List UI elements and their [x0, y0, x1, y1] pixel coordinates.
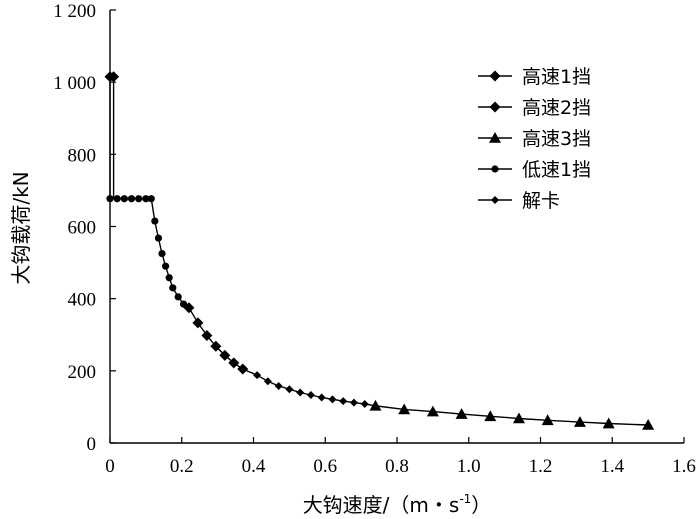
y-tick-label: 800: [68, 145, 97, 166]
data-point-small-diamond: [285, 385, 294, 394]
y-tick-label: 200: [68, 362, 97, 383]
legend-item: 高速3挡: [478, 128, 591, 150]
series-markers-group: [104, 71, 655, 430]
y-tick-label: 1 200: [53, 1, 96, 22]
x-tick-label: 1.2: [529, 456, 553, 477]
data-point-circle: [162, 262, 170, 270]
legend-item: 解卡: [478, 190, 560, 212]
data-point-triangle: [541, 414, 554, 426]
x-tick-label: 1.6: [672, 456, 696, 477]
data-point-circle: [135, 195, 143, 203]
data-point-triangle: [369, 399, 382, 411]
data-point-circle: [179, 300, 188, 308]
data-point-circle: [154, 234, 163, 242]
y-tick-label: 1 000: [53, 73, 96, 94]
data-point-circle: [113, 195, 121, 203]
legend-label: 解卡: [522, 190, 560, 212]
x-tick-label: 0: [105, 456, 115, 477]
legend-marker-triangle: [489, 132, 501, 143]
data-point-triangle: [484, 410, 497, 422]
data-point-triangle: [455, 408, 468, 419]
legend-label: 低速1挡: [522, 159, 591, 181]
data-point-circle: [147, 195, 155, 203]
axes-group: [109, 10, 684, 444]
x-axis-title-superscript: -1: [459, 492, 471, 506]
legend-marker-small-diamond: [491, 196, 499, 204]
data-point-diamond: [192, 317, 204, 329]
data-point-small-diamond: [360, 400, 369, 409]
data-point-triangle: [512, 412, 525, 424]
data-point-triangle: [573, 416, 586, 427]
data-point-triangle: [398, 403, 411, 415]
legend-item: 高速2挡: [478, 97, 591, 119]
data-point-circle: [174, 293, 182, 301]
data-point-diamond: [237, 363, 249, 375]
x-tick-label: 0.6: [313, 456, 337, 477]
data-point-circle: [165, 274, 173, 282]
data-point-diamond: [108, 71, 120, 83]
data-point-triangle: [642, 418, 655, 430]
x-tick-label: 0.2: [170, 456, 194, 477]
x-tick-label: 0.4: [242, 456, 266, 477]
x-axis-title-main: 大钩速度/（m・s: [303, 493, 460, 517]
y-axis-title: 大钩载荷/kN: [9, 171, 33, 284]
data-point-small-diamond: [263, 377, 272, 386]
legend-item: 高速1挡: [478, 66, 591, 88]
legend-marker-circle: [491, 165, 499, 173]
legend-label: 高速3挡: [522, 128, 591, 150]
x-tick-label: 1.4: [600, 456, 624, 477]
data-point-circle: [142, 195, 150, 203]
x-axis-title: 大钩速度/（m・s-1）: [303, 492, 492, 517]
y-tick-label: 600: [68, 218, 97, 239]
data-point-diamond: [210, 340, 222, 352]
legend-label: 高速2挡: [522, 97, 591, 119]
data-point-triangle: [602, 417, 615, 429]
x-axis-title-close: ）: [471, 493, 491, 517]
legend-marker-diamond: [489, 70, 501, 82]
data-point-circle: [158, 249, 166, 258]
data-point-small-diamond: [317, 393, 326, 402]
data-point-diamond: [219, 349, 231, 361]
data-point-circle: [169, 284, 177, 292]
data-point-small-diamond: [306, 391, 315, 400]
data-point-small-diamond: [296, 388, 305, 397]
legend-label: 高速1挡: [522, 66, 591, 88]
data-point-diamond: [201, 329, 213, 341]
data-point-small-diamond: [349, 398, 358, 407]
legend-item: 低速1挡: [478, 159, 591, 181]
data-point-small-diamond: [274, 381, 283, 390]
y-ticks-group: 0 200 400 600 800 1 000 1 200: [53, 1, 116, 455]
data-point-diamond: [228, 357, 240, 369]
data-point-circle: [106, 195, 114, 203]
x-tick-label: 1.0: [457, 456, 481, 477]
data-point-circle: [120, 195, 128, 203]
y-tick-label: 0: [87, 434, 97, 455]
data-point-small-diamond: [339, 397, 348, 406]
data-point-small-diamond: [328, 395, 337, 404]
data-point-small-diamond: [253, 371, 262, 380]
data-point-circle: [127, 195, 136, 203]
x-ticks-group: 0 0.2 0.4 0.6 0.8 1.0 1.2 1.4 1.6: [105, 437, 696, 477]
x-tick-label: 0.8: [385, 456, 409, 477]
y-tick-label: 400: [68, 290, 97, 311]
data-point-circle: [151, 217, 159, 225]
data-point-triangle: [426, 405, 439, 417]
legend-marker-diamond: [489, 101, 501, 113]
